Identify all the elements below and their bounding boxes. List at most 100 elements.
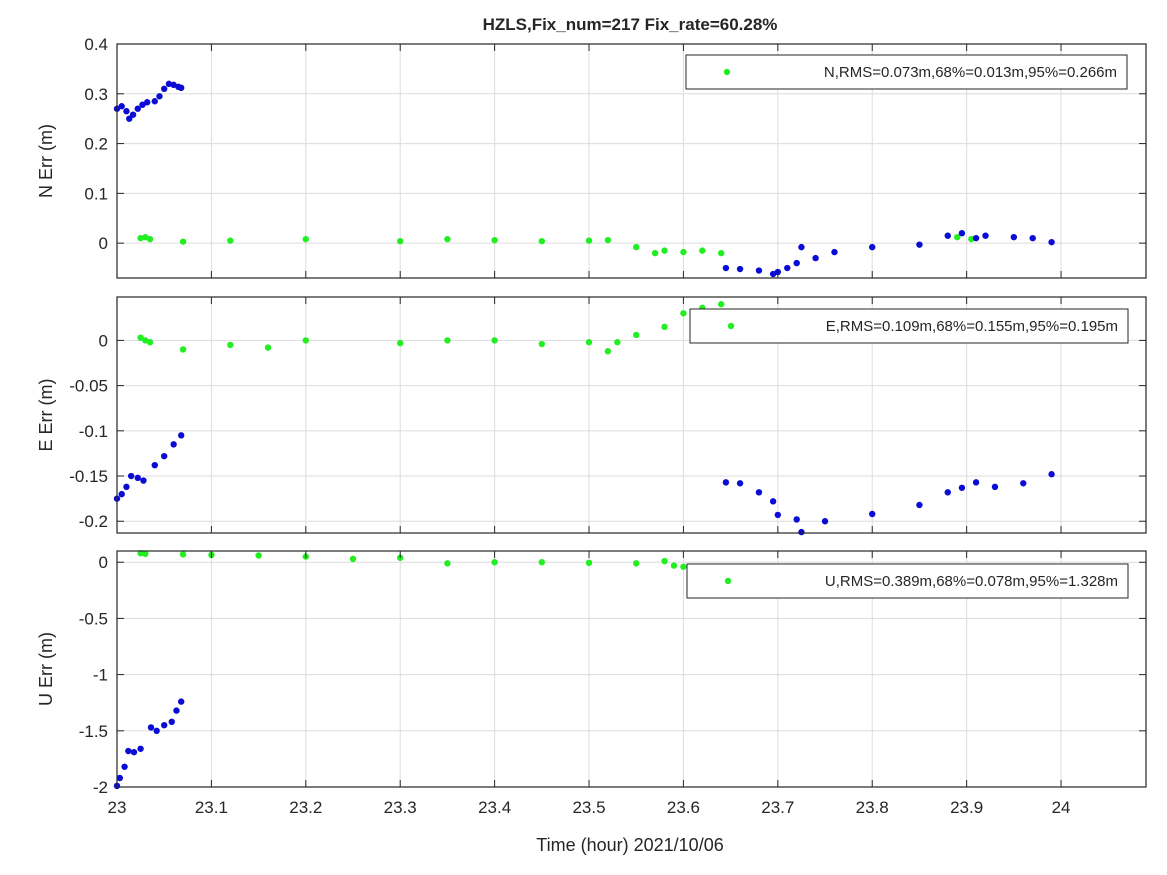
data-point-fix (397, 339, 404, 347)
data-point-float (1010, 233, 1018, 241)
data-point-fix (397, 237, 404, 245)
data-point-float (722, 264, 730, 272)
y-tick-label: -1.5 (79, 722, 108, 741)
y-axis-label: E Err (m) (36, 379, 56, 452)
data-point-float (177, 698, 185, 705)
data-point-fix (661, 557, 668, 565)
y-tick-label: -0.5 (79, 609, 108, 628)
axes-frame (116, 296, 1147, 534)
x-tick-label: 23.8 (856, 798, 889, 817)
x-tick-label: 23.3 (384, 798, 417, 817)
x-tick-label: 23.4 (478, 798, 511, 817)
data-point-fix (585, 339, 593, 346)
legend-marker (724, 577, 732, 585)
data-point-float (982, 232, 989, 239)
data-point-float (821, 518, 829, 525)
y-tick-label: -1 (93, 666, 108, 685)
data-point-fix (661, 247, 668, 254)
data-point-fix (179, 551, 187, 558)
data-point-fix (680, 310, 687, 317)
data-point-float (722, 479, 730, 486)
data-point-float (123, 108, 130, 115)
data-point-float (168, 718, 175, 726)
data-point-float (916, 241, 923, 248)
data-point-float (129, 111, 137, 118)
data-point-float (831, 248, 838, 256)
data-point-float (944, 232, 951, 239)
y-axis-label: U Err (m) (36, 632, 56, 706)
data-point-fix (302, 235, 310, 243)
data-point-float (944, 489, 951, 496)
data-point-float (1048, 471, 1055, 478)
data-point-float (972, 479, 980, 486)
axes-n: 0 0.1 0.2 0.3 0.4 N Err (m) N,RMS=0.073m,68%=0… (36, 35, 1147, 279)
y-tick-label: -0.2 (79, 512, 108, 531)
data-point-float (812, 254, 819, 262)
x-axis-label: Time (hour) 2021/10/06 (536, 835, 723, 855)
y-axis-label: N Err (m) (36, 124, 56, 198)
x-tick-label: 24 (1052, 798, 1071, 817)
data-point-float (151, 98, 158, 105)
data-point-fix (717, 249, 725, 257)
legend: U,RMS=0.389m,68%=0.078m,95%=1.328m (686, 563, 1129, 599)
y-tick-label: 0 (99, 234, 108, 253)
y-tick-label: 0.1 (84, 184, 108, 203)
data-point-fix (717, 301, 725, 308)
y-tick-label: 0.4 (84, 35, 108, 54)
chart-title: HZLS,Fix_num=217 Fix_rate=60.28% (483, 15, 778, 34)
data-point-fix (538, 340, 546, 348)
data-point-fix (633, 331, 640, 339)
data-point-fix (651, 249, 659, 257)
data-point-float (139, 101, 146, 108)
data-point-float (736, 265, 744, 273)
data-point-float (774, 511, 782, 519)
y-tick-label: 0.3 (84, 85, 108, 104)
data-point-float (123, 483, 130, 491)
data-point-fix (444, 235, 451, 243)
axes-u: -2 -1.5 -1 -0.5 0 23 23.1 23.2 23.3 23.4 23.5 23.6 2… (36, 550, 1147, 817)
data-point-fix (491, 337, 498, 344)
data-point-float (144, 99, 151, 106)
data-point-fix (227, 341, 234, 349)
data-point-fix (604, 236, 612, 244)
data-point-fix (179, 346, 187, 353)
data-point-float (793, 516, 800, 523)
data-point-float (1020, 480, 1027, 487)
data-point-float (134, 105, 141, 112)
data-point-fix (633, 560, 640, 567)
data-point-float (125, 747, 132, 755)
data-point-fix (137, 550, 144, 557)
data-point-fix (227, 237, 234, 244)
data-point-float (1048, 238, 1055, 246)
data-point-fix (538, 237, 546, 245)
legend-box (686, 563, 1129, 599)
data-point-fix (661, 323, 668, 331)
data-point-fix (680, 563, 687, 570)
data-point-float (161, 721, 168, 729)
x-tick-label: 23.2 (289, 798, 322, 817)
data-point-float (991, 483, 999, 491)
legend: N,RMS=0.073m,68%=0.013m,95%=0.266m (685, 54, 1128, 90)
y-tick-label: 0 (99, 331, 108, 350)
data-point-float (784, 264, 791, 272)
x-tick-label: 23.9 (950, 798, 983, 817)
legend-box (685, 54, 1128, 90)
data-point-float (121, 763, 128, 770)
data-point-float (156, 93, 163, 100)
data-point-float (118, 490, 125, 498)
data-point-fix (953, 233, 961, 241)
data-point-float (161, 452, 168, 460)
legend: E,RMS=0.109m,68%=0.155m,95%=0.195m (689, 308, 1129, 344)
data-point-float (161, 85, 168, 93)
x-tick-label: 23.1 (195, 798, 228, 817)
x-tick-label: 23.6 (667, 798, 700, 817)
data-point-fix (633, 243, 640, 251)
data-point-fix (137, 334, 144, 341)
y-tick-label: -0.1 (79, 422, 108, 441)
data-point-fix (255, 552, 262, 559)
data-point-fix (585, 559, 593, 566)
data-point-fix (179, 238, 187, 245)
y-tick-label: -0.15 (69, 467, 108, 486)
legend-marker (727, 322, 735, 330)
